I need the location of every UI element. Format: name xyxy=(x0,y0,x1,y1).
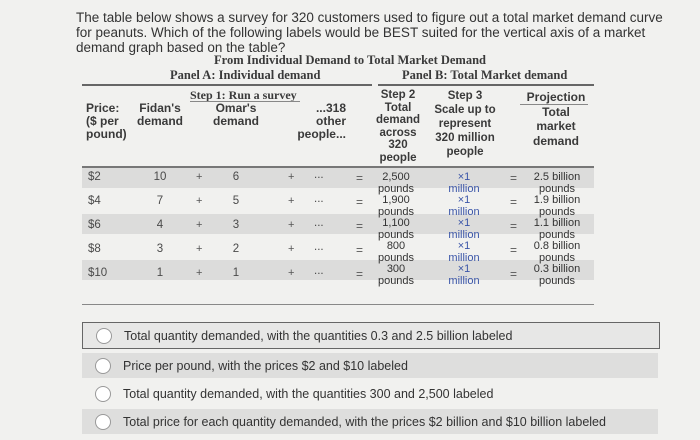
equals-sign: = xyxy=(356,171,364,185)
plus-sign: + xyxy=(288,243,295,255)
step3-cell: ×1 million xyxy=(448,263,480,287)
projection-cell: 0.8 billion pounds xyxy=(533,240,581,264)
answer-option-2[interactable]: Price per pound, with the prices $2 and … xyxy=(82,353,658,378)
radio-circle-icon[interactable] xyxy=(96,327,112,344)
panel-b-title: Panel B: Total Market demand xyxy=(402,68,568,82)
omar-cell: 2 xyxy=(232,243,240,255)
projection-cell: 0.3 billion pounds xyxy=(533,263,581,287)
equals-sign: = xyxy=(510,195,518,209)
ellipsis: ... xyxy=(314,265,324,277)
answer-option-3[interactable]: Total quantity demanded, with the quanti… xyxy=(82,381,658,406)
price-cell: $8 xyxy=(88,243,101,255)
step3-cell: ×1 million xyxy=(448,217,480,241)
equals-sign: = xyxy=(510,171,518,185)
price-cell: $10 xyxy=(88,267,108,279)
step2-header: Step 2 Total demand across 320 people xyxy=(375,89,421,164)
plus-sign: + xyxy=(288,267,295,279)
step3-cell: ×1 million xyxy=(448,194,480,218)
step1-rule xyxy=(190,101,300,102)
answer-option-label: Price per pound, with the prices $2 and … xyxy=(123,358,408,373)
projection-header: Projection Total market demand xyxy=(526,90,586,148)
header-bottom-rule xyxy=(82,166,594,168)
omar-cell: 3 xyxy=(232,219,240,231)
projection-cell: 1.1 billion pounds xyxy=(533,217,581,241)
step3-cell: ×1 million xyxy=(448,171,480,195)
equals-sign: = xyxy=(356,243,364,257)
fidan-cell: 4 xyxy=(156,219,164,231)
figure-title: From Individual Demand to Total Market D… xyxy=(213,53,486,67)
other-people-header: ...318 other people... xyxy=(297,101,346,141)
equals-sign: = xyxy=(356,219,364,233)
omar-cell: 6 xyxy=(232,171,240,183)
answer-option-label: Total quantity demanded, with the quanti… xyxy=(123,386,494,401)
equals-sign: = xyxy=(510,219,518,233)
answer-option-label: Total price for each quantity demanded, … xyxy=(123,414,606,429)
plus-sign: + xyxy=(196,267,203,279)
plus-sign: + xyxy=(288,171,295,183)
plus-sign: + xyxy=(196,195,203,207)
projection-cell: 2.5 billion pounds xyxy=(533,171,581,195)
row-band xyxy=(82,214,594,234)
fidan-cell: 10 xyxy=(153,171,167,183)
plus-sign: + xyxy=(288,195,295,207)
equals-sign: = xyxy=(356,195,364,209)
projection-rule xyxy=(520,104,588,105)
row-band xyxy=(82,260,594,280)
equals-sign: = xyxy=(356,267,364,281)
step1-label: Step 1: Run a survey xyxy=(190,88,297,102)
price-header: Price: ($ per pound) xyxy=(86,101,127,141)
answer-option-1[interactable]: Total quantity demanded, with the quanti… xyxy=(82,322,660,349)
plus-sign: + xyxy=(196,243,203,255)
ellipsis: ... xyxy=(314,193,324,205)
plus-sign: + xyxy=(196,219,203,231)
step2-cell: 800 pounds xyxy=(377,240,415,264)
step2-cell: 1,100 pounds xyxy=(377,217,415,241)
step2-cell: 1,900 pounds xyxy=(377,194,415,218)
step2-cell: 2,500 pounds xyxy=(377,171,415,195)
step3-cell: ×1 million xyxy=(448,240,480,264)
fidan-cell: 3 xyxy=(156,243,164,255)
plus-sign: + xyxy=(288,219,295,231)
radio-circle-icon[interactable] xyxy=(95,413,111,430)
answer-option-4[interactable]: Total price for each quantity demanded, … xyxy=(82,409,658,434)
projection-cell: 1.9 billion pounds xyxy=(533,194,581,218)
step2-cell: 300 pounds xyxy=(377,263,415,287)
answer-option-label: Total quantity demanded, with the quanti… xyxy=(124,328,513,343)
panel-a-title: Panel A: Individual demand xyxy=(170,68,321,82)
table-bottom-rule xyxy=(82,304,594,305)
step3-header: Step 3 Scale up to represent 320 million… xyxy=(434,90,496,158)
radio-circle-icon[interactable] xyxy=(95,385,111,402)
fidan-cell: 7 xyxy=(156,195,164,207)
panel-b-rule xyxy=(378,84,594,86)
question-text: The table below shows a survey for 320 c… xyxy=(76,10,663,55)
fidan-cell: 1 xyxy=(156,267,164,279)
omar-header: Omar's demand xyxy=(212,101,259,128)
ellipsis: ... xyxy=(314,217,324,229)
price-cell: $4 xyxy=(88,195,101,207)
ellipsis: ... xyxy=(314,169,324,181)
plus-sign: + xyxy=(196,171,203,183)
omar-cell: 5 xyxy=(232,195,240,207)
equals-sign: = xyxy=(510,243,518,257)
fidan-header: Fidan's demand xyxy=(136,101,183,128)
ellipsis: ... xyxy=(314,241,324,253)
price-cell: $6 xyxy=(88,219,101,231)
row-band xyxy=(82,168,594,188)
panel-a-rule xyxy=(82,84,372,86)
equals-sign: = xyxy=(510,267,518,281)
omar-cell: 1 xyxy=(232,267,240,279)
radio-circle-icon[interactable] xyxy=(95,357,111,374)
price-cell: $2 xyxy=(88,171,101,183)
